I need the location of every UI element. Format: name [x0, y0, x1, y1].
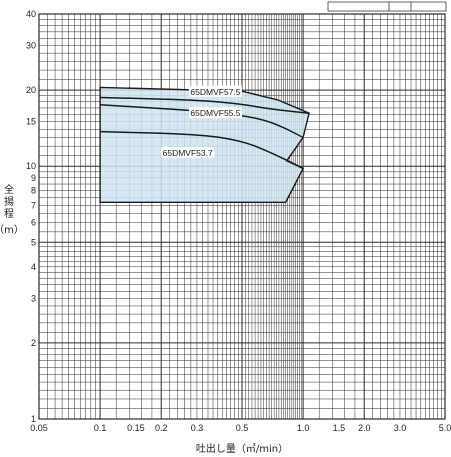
x-axis-title: 吐出し量（㎥/min） — [196, 442, 288, 455]
x-tick-label: 0.1 — [94, 423, 107, 433]
y-tick-label: 10 — [26, 161, 36, 171]
y-axis-title-part: 程 — [4, 208, 14, 220]
x-tick-label: 0.5 — [236, 423, 249, 433]
curve-label-bg — [188, 107, 242, 119]
y-axis-title-part: 揚 — [4, 195, 14, 208]
curve-label: 65DMVF57.5 — [190, 87, 240, 97]
axis-titles: 吐出し量（㎥/min） 全揚程 （m） — [0, 183, 288, 455]
y-tick-label: 8 — [31, 186, 36, 196]
title-box — [327, 1, 447, 12]
y-tick-label: 15 — [26, 117, 36, 127]
curve-65DMVF53.7 — [100, 130, 304, 170]
curve-label: 65DMVF53.7 — [163, 148, 213, 158]
curve-label-bg — [188, 85, 242, 97]
x-tick-label: 0.3 — [191, 423, 204, 433]
y-tick-label: 40 — [26, 9, 36, 19]
curve-label: 65DMVF55.5 — [190, 108, 240, 118]
x-tick-label: 5.0 — [439, 423, 451, 433]
x-tick-label: 3.0 — [394, 423, 407, 433]
x-tick-label: 1.0 — [297, 423, 310, 433]
y-tick-label: 3 — [31, 293, 36, 303]
y-axis-title-part: （m） — [0, 224, 24, 236]
x-tick-label: 0.2 — [155, 423, 168, 433]
y-axis-title-part: 全 — [4, 183, 14, 196]
curve-labels: 65DMVF57.5 65DMVF55.5 65DMVF53.7 — [161, 85, 242, 158]
x-tick-label: 1.5 — [333, 423, 346, 433]
y-tick-label: 6 — [31, 217, 36, 227]
x-tick-label: 2.0 — [358, 423, 371, 433]
y-tick-label: 9 — [31, 173, 36, 183]
x-tick-label: 0.15 — [127, 423, 145, 433]
operating-region-area — [99, 86, 310, 204]
y-tick-label: 5 — [31, 237, 36, 247]
y-tick-label: 30 — [26, 41, 36, 51]
plot-frame — [38, 13, 446, 420]
y-tick-label: 1 — [31, 414, 36, 424]
operating-region — [99, 86, 310, 204]
y-tick-label: 4 — [31, 262, 36, 272]
grid — [38, 13, 446, 420]
curve-65DMVF57.5 — [100, 96, 310, 114]
curve-label-bg — [161, 146, 215, 158]
x-tick-label: 0.05 — [30, 423, 48, 433]
y-tick-label: 20 — [26, 85, 36, 95]
y-tick-label: 2 — [31, 338, 36, 348]
tick-labels: 0.05 0.1 0.15 0.2 0.3 0.5 1.0 1.5 2.0 3.0 5.0 1 2 3 4 5… — [26, 9, 451, 433]
y-tick-label: 7 — [31, 200, 36, 210]
